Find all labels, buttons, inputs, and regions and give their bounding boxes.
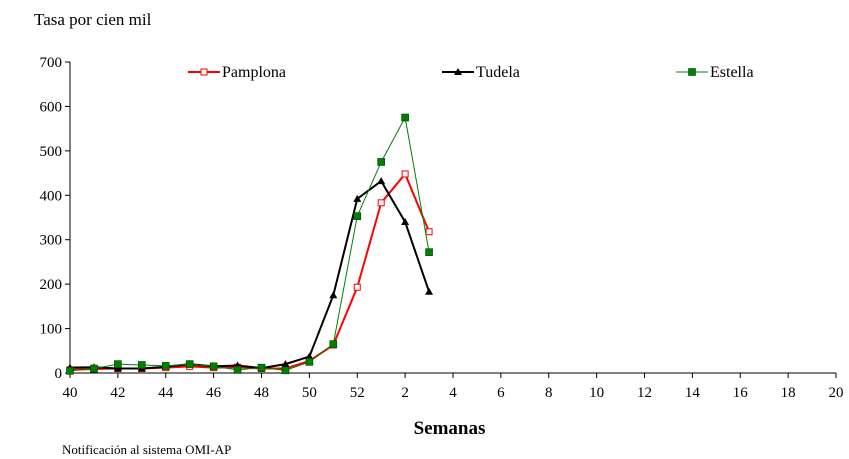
x-tick-label: 10 xyxy=(589,385,604,401)
data-point xyxy=(425,228,433,236)
legend-label: Estella xyxy=(710,64,754,81)
data-point xyxy=(353,283,361,291)
series-lines xyxy=(66,113,434,375)
y-tick-label: 500 xyxy=(40,144,63,160)
y-axis-label: Tasa por cien mil xyxy=(34,10,152,29)
legend-label: Tudela xyxy=(476,64,520,81)
x-tick-label: 40 xyxy=(63,385,78,401)
x-tick-label: 52 xyxy=(350,385,365,401)
x-tick-label: 44 xyxy=(158,385,174,401)
x-tick-label: 4 xyxy=(449,385,457,401)
legend: Pamplona Tudela Estella xyxy=(188,64,754,81)
legend-item-tudela: Tudela xyxy=(442,64,520,81)
x-tick-label: 48 xyxy=(254,385,269,401)
legend-item-estella: Estella xyxy=(676,64,754,81)
series-line xyxy=(69,172,430,371)
data-point xyxy=(329,340,338,348)
data-point xyxy=(281,366,290,375)
legend-item-pamplona: Pamplona xyxy=(188,64,286,81)
legend-marker xyxy=(200,68,208,76)
data-point xyxy=(353,194,362,202)
x-tick-label: 12 xyxy=(637,385,652,401)
x-axis-title: Semanas xyxy=(413,418,486,439)
series-line xyxy=(69,116,430,372)
series-pamplona xyxy=(66,170,433,374)
source-note: Notificación al sistema OMI-AP xyxy=(62,442,232,457)
x-tick-label: 2 xyxy=(401,385,409,401)
y-tick-label: 600 xyxy=(40,99,63,115)
data-point xyxy=(377,158,385,166)
x-tick-label: 16 xyxy=(733,385,749,401)
data-point xyxy=(401,170,409,178)
y-tick-label: 200 xyxy=(40,277,63,293)
data-point xyxy=(113,364,122,372)
data-point xyxy=(305,352,314,360)
data-point xyxy=(377,199,385,207)
data-point xyxy=(209,362,218,371)
y-tick-label: 100 xyxy=(40,322,63,338)
data-point xyxy=(329,291,338,299)
x-tick-label: 14 xyxy=(685,385,701,401)
x-tick-label: 46 xyxy=(206,385,222,401)
x-tick-label: 18 xyxy=(781,385,796,401)
data-point xyxy=(233,366,242,374)
y-tick-label: 400 xyxy=(40,188,63,204)
y-tick-label: 300 xyxy=(40,233,63,249)
x-tick-label: 42 xyxy=(110,385,125,401)
x-tick-label: 50 xyxy=(302,385,317,401)
data-point xyxy=(114,360,122,368)
data-point xyxy=(425,248,433,256)
data-point xyxy=(425,287,434,295)
legend-marker xyxy=(688,68,696,76)
data-point xyxy=(138,361,146,369)
data-point xyxy=(377,177,386,185)
series-estella xyxy=(66,113,433,375)
data-point xyxy=(185,360,194,368)
data-point xyxy=(66,366,74,375)
data-point xyxy=(161,362,170,370)
x-tick-label: 8 xyxy=(545,385,553,401)
series-line xyxy=(69,179,431,370)
data-point xyxy=(257,363,266,372)
x-tick-label: 6 xyxy=(497,385,505,401)
y-tick-label: 700 xyxy=(40,55,63,71)
data-point xyxy=(401,217,410,225)
data-point xyxy=(353,212,362,220)
data-point xyxy=(90,364,98,373)
data-point xyxy=(281,360,290,368)
data-point xyxy=(401,113,409,122)
x-tick-label: 20 xyxy=(829,385,844,401)
legend-marker xyxy=(454,68,462,75)
legend-label: Pamplona xyxy=(222,64,286,81)
y-tick-label: 0 xyxy=(55,366,63,382)
data-point xyxy=(305,358,314,366)
